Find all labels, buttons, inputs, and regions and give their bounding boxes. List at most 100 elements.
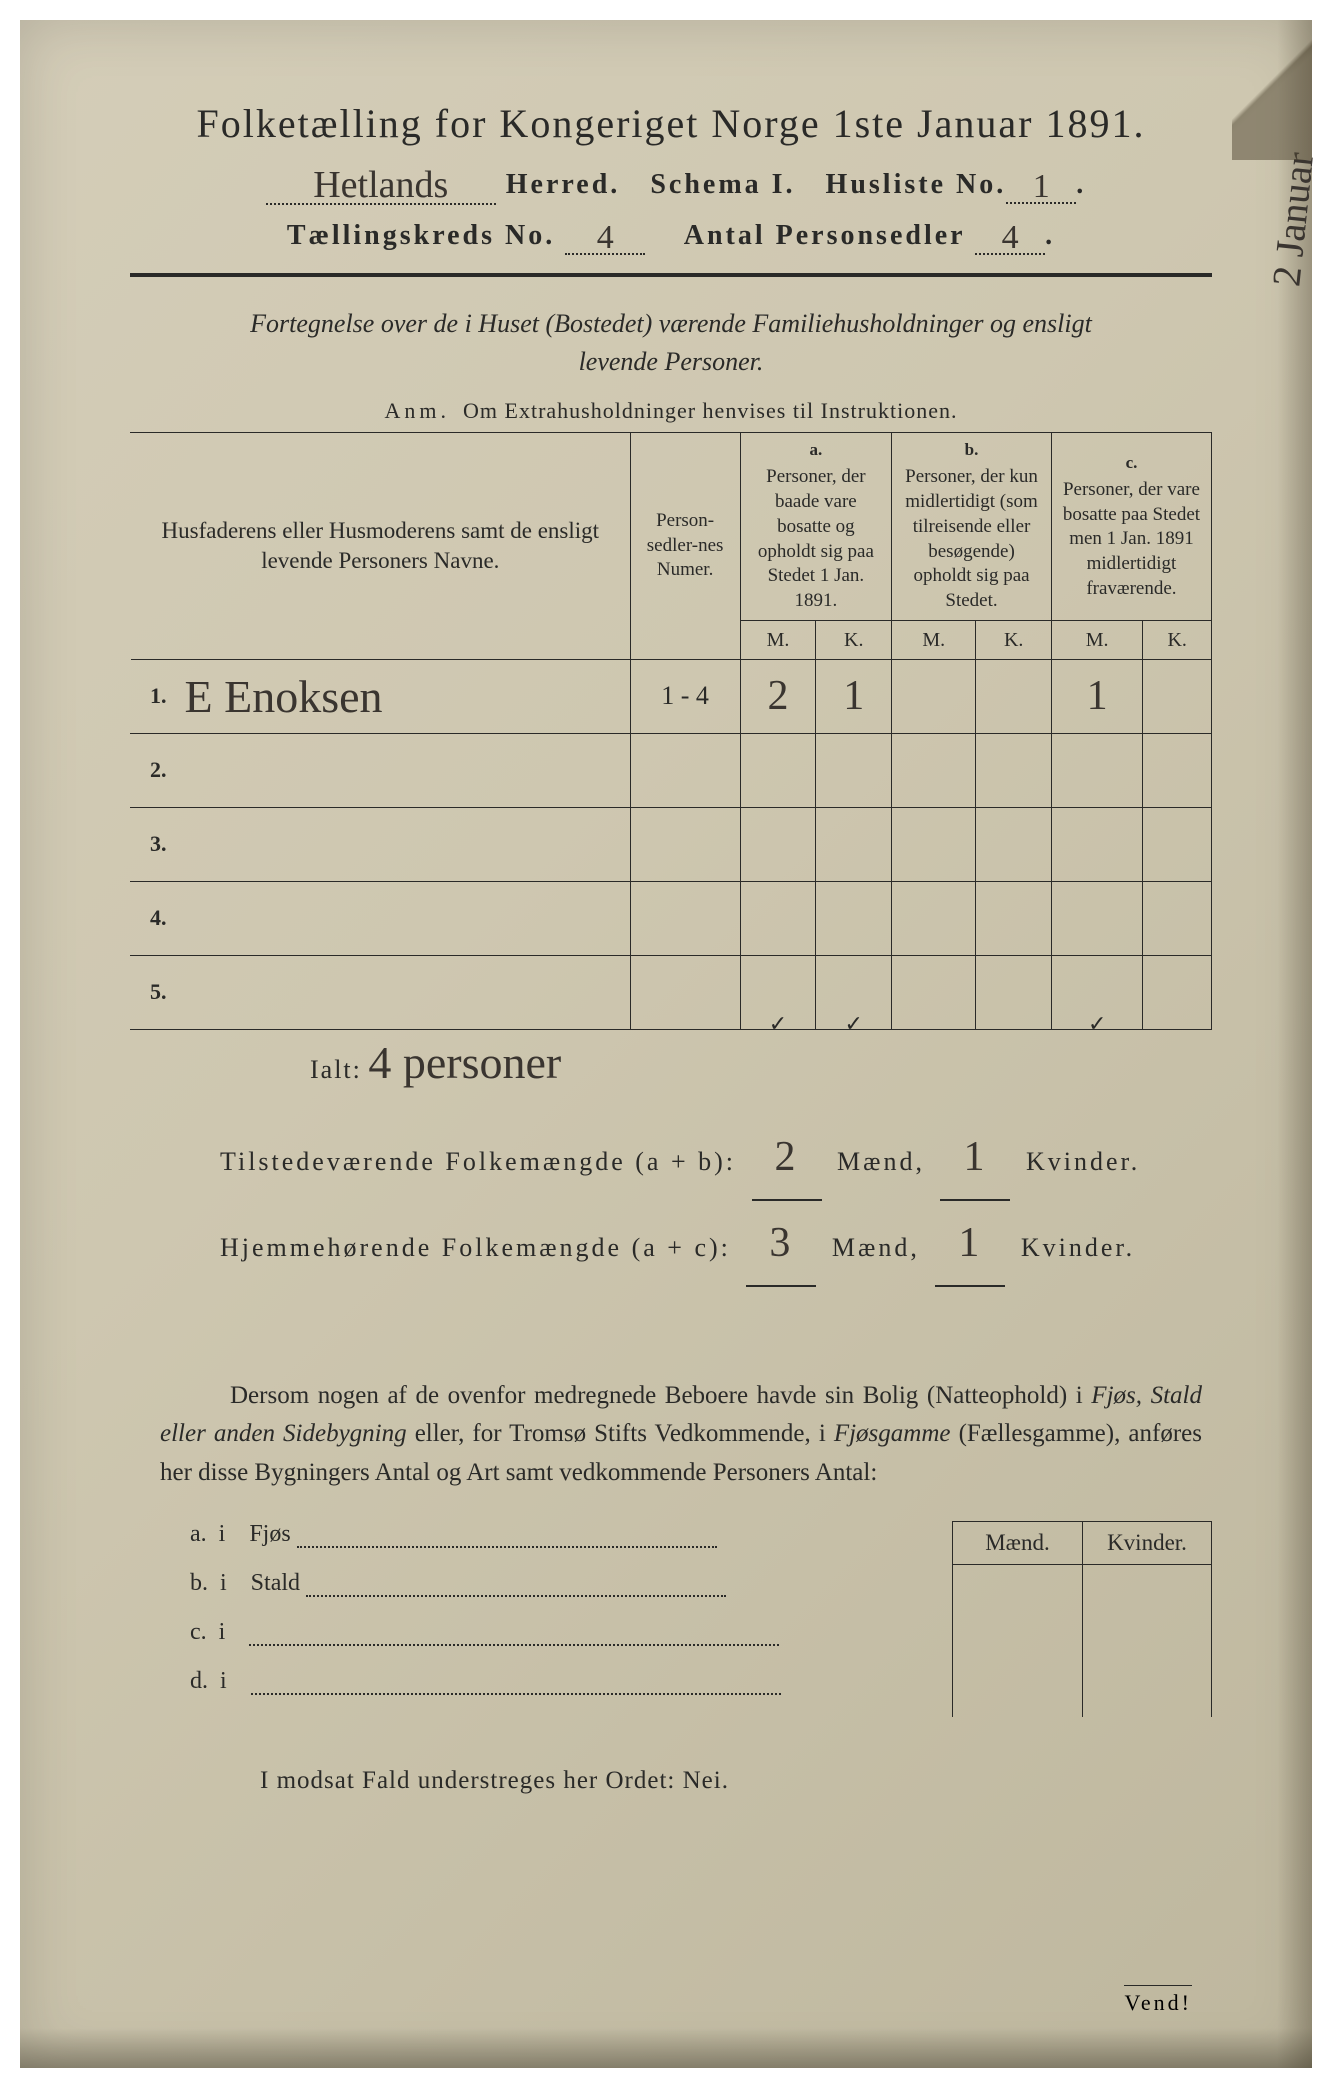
antal-label: Antal Personsedler bbox=[684, 220, 965, 251]
anm-label: Anm. bbox=[385, 398, 451, 423]
lower-i: i bbox=[219, 1619, 226, 1645]
row-name bbox=[175, 733, 631, 807]
summary-2-m: 3 bbox=[769, 1220, 793, 1266]
row-a-m bbox=[740, 881, 816, 955]
row-b-m bbox=[892, 955, 976, 1029]
kreds-label: Tællingskreds No. bbox=[287, 220, 555, 251]
row-b-k bbox=[976, 955, 1051, 1029]
row-b-k bbox=[976, 659, 1051, 733]
row-a-m: ✓ bbox=[740, 955, 816, 1029]
row-a-k: 1 bbox=[816, 659, 892, 733]
subtitle-line2: levende Personer. bbox=[579, 347, 764, 376]
row-a-k bbox=[816, 733, 892, 807]
lower-lines: a. i Fjøs b. i Stald c. i d. i bbox=[130, 1521, 952, 1717]
row-b-m bbox=[892, 807, 976, 881]
row-a-m: 2 bbox=[740, 659, 816, 733]
dotted-rule bbox=[251, 1673, 781, 1695]
main-table: Husfaderens eller Husmoderens samt de en… bbox=[130, 432, 1212, 1029]
lower-i: i bbox=[220, 1570, 227, 1596]
row-c-m bbox=[1051, 733, 1143, 807]
row-c-m: ✓ bbox=[1051, 955, 1143, 1029]
vend-label: Vend! bbox=[1124, 1985, 1192, 2016]
summary-line-1: Tilstedeværende Folkemængde (a + b): 2 M… bbox=[220, 1115, 1212, 1201]
document-page: 2 Januar Folketælling for Kongeriget Nor… bbox=[20, 20, 1312, 2068]
summary-block: Tilstedeværende Folkemængde (a + b): 2 M… bbox=[130, 1115, 1212, 1287]
maend-label-2: Mænd, bbox=[832, 1233, 920, 1262]
col-a-header: a.Personer, der baade vare bosatte og op… bbox=[740, 433, 892, 620]
row-c-m bbox=[1051, 881, 1143, 955]
dotted-rule bbox=[297, 1526, 717, 1548]
lower-line: d. i bbox=[190, 1668, 952, 1695]
lower-col-kvinder: Kvinder. bbox=[1082, 1522, 1212, 1717]
row-a-m bbox=[740, 733, 816, 807]
row-c-k bbox=[1143, 807, 1212, 881]
main-title: Folketælling for Kongeriget Norge 1ste J… bbox=[130, 100, 1212, 147]
summary-1-m: 2 bbox=[775, 1134, 799, 1180]
col-b-header: b.Personer, der kun midlertidigt (som ti… bbox=[892, 433, 1052, 620]
lower-tag: a. bbox=[190, 1521, 207, 1547]
row-a-k: ✓ bbox=[816, 955, 892, 1029]
dersom-paragraph: Dersom nogen af de ovenfor medregnede Be… bbox=[130, 1377, 1212, 1493]
lower-tag: d. bbox=[190, 1668, 208, 1694]
table-row: 1.E Enoksen1 - 4211 bbox=[131, 659, 1212, 733]
kreds-no: 4 bbox=[597, 219, 614, 257]
col-names-header: Husfaderens eller Husmoderens samt de en… bbox=[131, 433, 631, 659]
schema-label: Schema I. bbox=[650, 169, 795, 200]
lower-columns: Mænd. Kvinder. bbox=[952, 1521, 1212, 1717]
subtitle-line1: Fortegnelse over de i Huset (Bostedet) v… bbox=[250, 309, 1092, 338]
dersom-t1: Dersom nogen af de ovenfor medregnede Be… bbox=[230, 1382, 1091, 1409]
row-name bbox=[175, 955, 631, 1029]
lower-i: i bbox=[219, 1521, 226, 1547]
row-numer bbox=[630, 881, 740, 955]
header-row-3: Tællingskreds No. 4 Antal Personsedler 4… bbox=[130, 215, 1212, 255]
row-numer bbox=[630, 955, 740, 1029]
row-number: 4. bbox=[131, 881, 175, 955]
subtitle: Fortegnelse over de i Huset (Bostedet) v… bbox=[130, 305, 1212, 380]
row-number: 1. bbox=[131, 659, 175, 733]
margin-note: 2 Januar bbox=[1262, 150, 1323, 289]
table-row: 5.✓✓✓ bbox=[131, 955, 1212, 1029]
row-c-m: 1 bbox=[1051, 659, 1143, 733]
row-name bbox=[175, 881, 631, 955]
lower-kvinder-header: Kvinder. bbox=[1083, 1522, 1211, 1565]
lower-label: Fjøs bbox=[249, 1521, 290, 1547]
row-name bbox=[175, 807, 631, 881]
kvinder-label-1: Kvinder. bbox=[1026, 1147, 1140, 1176]
summary-1-label: Tilstedeværende Folkemængde (a + b): bbox=[220, 1147, 736, 1176]
row-numer: 1 - 4 bbox=[630, 659, 740, 733]
lower-label: Stald bbox=[251, 1570, 300, 1596]
herred-value: Hetlands bbox=[313, 163, 448, 207]
ialt-label: Ialt: bbox=[310, 1055, 362, 1084]
lower-line: c. i bbox=[190, 1619, 952, 1646]
row-a-k bbox=[816, 807, 892, 881]
dotted-rule bbox=[249, 1624, 779, 1646]
col-c-k: K. bbox=[1143, 620, 1212, 659]
row-b-m bbox=[892, 733, 976, 807]
col-b-k: K. bbox=[976, 620, 1051, 659]
lower-line: b. i Stald bbox=[190, 1570, 952, 1597]
row-b-k bbox=[976, 881, 1051, 955]
row-b-k bbox=[976, 807, 1051, 881]
col-c-m: M. bbox=[1051, 620, 1143, 659]
dersom-e2: Fjøsgamme bbox=[834, 1420, 951, 1447]
col-a-k: K. bbox=[816, 620, 892, 659]
row-numer bbox=[630, 807, 740, 881]
anm-note: Anm. Om Extrahusholdninger henvises til … bbox=[130, 398, 1212, 424]
row-b-k bbox=[976, 733, 1051, 807]
lower-tag: b. bbox=[190, 1570, 208, 1596]
summary-2-label: Hjemmehørende Folkemængde (a + c): bbox=[220, 1233, 731, 1262]
col-b-m: M. bbox=[892, 620, 976, 659]
row-name: E Enoksen bbox=[175, 659, 631, 733]
divider-1 bbox=[130, 273, 1212, 277]
summary-line-2: Hjemmehørende Folkemængde (a + c): 3 Mæn… bbox=[220, 1201, 1212, 1287]
row-number: 2. bbox=[131, 733, 175, 807]
anm-text: Om Extrahusholdninger henvises til Instr… bbox=[463, 398, 957, 423]
header-row-2: Hetlands Herred. Schema I. Husliste No.1… bbox=[140, 159, 1212, 205]
col-a-m: M. bbox=[740, 620, 816, 659]
lower-maend-header: Mænd. bbox=[953, 1522, 1082, 1565]
row-a-k bbox=[816, 881, 892, 955]
row-c-k bbox=[1143, 955, 1212, 1029]
ialt-value: 4 personer bbox=[368, 1037, 561, 1088]
lower-tag: c. bbox=[190, 1619, 207, 1645]
bottom-smudge bbox=[20, 2028, 1312, 2068]
